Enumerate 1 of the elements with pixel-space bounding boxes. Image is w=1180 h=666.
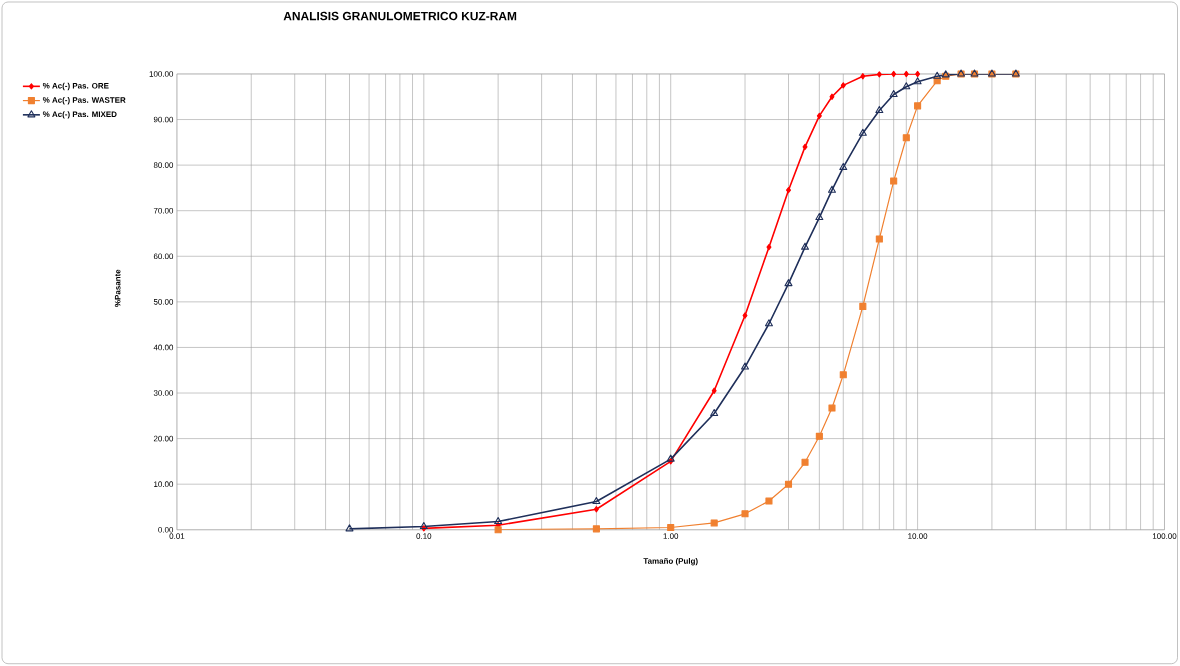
chart-title: ANALISIS GRANULOMETRICO KUZ-RAM — [283, 11, 517, 21]
